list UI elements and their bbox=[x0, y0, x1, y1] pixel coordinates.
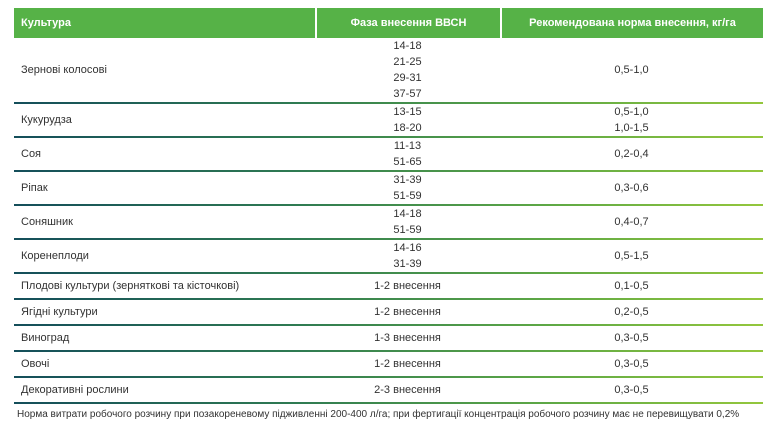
phase-line: 29-31 bbox=[393, 72, 422, 84]
phase-line: 31-39 bbox=[393, 174, 422, 186]
rate-cell: 0,3-0,5 bbox=[500, 356, 763, 372]
row-separator bbox=[14, 170, 763, 172]
phase-cell: 31-39 51-59 bbox=[315, 172, 500, 204]
crop-cell: Зернові колосові bbox=[21, 64, 107, 76]
table-row: Ягідні культури 1-2 внесення 0,2-0,5 bbox=[14, 300, 763, 324]
phase-line: 1-3 внесення bbox=[374, 332, 441, 344]
phase-line: 14-18 bbox=[393, 208, 422, 220]
table-row: Декоративні рослини 2-3 внесення 0,3-0,5 bbox=[14, 378, 763, 402]
phase-line: 21-25 bbox=[393, 56, 422, 68]
crop-cell: Плодові культури (зерняткові та кісточко… bbox=[21, 280, 240, 292]
table-row: Плодові культури (зерняткові та кісточко… bbox=[14, 274, 763, 298]
table-header-row: Культура Фаза внесення ВВСН Рекомендован… bbox=[14, 8, 763, 38]
footnote: Норма витрати робочого розчину при позак… bbox=[17, 409, 740, 420]
rate-line: 0,5-1,5 bbox=[614, 250, 649, 262]
rate-cell: 0,4-0,7 bbox=[500, 214, 763, 230]
column-header-crop: Культура bbox=[21, 17, 71, 29]
phase-cell: 2-3 внесення bbox=[315, 382, 500, 398]
row-separator bbox=[14, 376, 763, 378]
table-row: Коренеплоди 14-16 31-39 0,5-1,5 bbox=[14, 240, 763, 272]
phase-line: 51-59 bbox=[393, 190, 422, 202]
rate-line: 0,2-0,5 bbox=[614, 306, 649, 318]
table-row: Кукурудза 13-15 18-20 0,5-1,0 1,0-1,5 bbox=[14, 104, 763, 136]
crop-cell: Коренеплоди bbox=[21, 250, 89, 262]
phase-line: 14-18 bbox=[393, 40, 422, 52]
crop-cell: Ріпак bbox=[21, 182, 48, 194]
phase-line: 14-16 bbox=[393, 242, 422, 254]
rate-line: 0,3-0,5 bbox=[614, 358, 649, 370]
row-separator bbox=[14, 324, 763, 326]
phase-line: 11-13 bbox=[393, 140, 422, 152]
rate-line: 0,5-1,0 bbox=[614, 106, 649, 118]
row-separator bbox=[14, 102, 763, 104]
phase-cell: 14-18 21-25 29-31 37-57 bbox=[315, 38, 500, 102]
phase-line: 13-15 bbox=[393, 106, 422, 118]
table-row: Зернові колосові 14-18 21-25 29-31 37-57 0,5-… bbox=[14, 38, 763, 102]
phase-line: 1-2 внесення bbox=[374, 280, 441, 292]
phase-line: 18-20 bbox=[393, 122, 422, 134]
row-separator bbox=[14, 238, 763, 240]
application-rates-table: Культура Фаза внесення ВВСН Рекомендован… bbox=[14, 8, 763, 404]
rate-cell: 0,3-0,6 bbox=[500, 180, 763, 196]
row-separator bbox=[14, 204, 763, 206]
phase-line: 1-2 внесення bbox=[374, 358, 441, 370]
rate-line: 0,3-0,6 bbox=[614, 182, 649, 194]
column-header-phase-bbch: Фаза внесення ВВСН bbox=[315, 8, 500, 38]
crop-cell: Соя bbox=[21, 148, 42, 160]
page: Культура Фаза внесення ВВСН Рекомендован… bbox=[0, 8, 777, 437]
rate-line: 0,3-0,5 bbox=[614, 384, 649, 396]
phase-cell: 1-2 внесення bbox=[315, 304, 500, 320]
table-row: Овочі 1-2 внесення 0,3-0,5 bbox=[14, 352, 763, 376]
phase-cell: 11-13 51-65 bbox=[315, 138, 500, 170]
table-row: Ріпак 31-39 51-59 0,3-0,6 bbox=[14, 172, 763, 204]
phase-line: 31-39 bbox=[393, 258, 422, 270]
rate-cell: 0,1-0,5 bbox=[500, 278, 763, 294]
phase-line: 37-57 bbox=[393, 88, 422, 100]
rate-cell: 0,2-0,4 bbox=[500, 146, 763, 162]
rate-line: 0,2-0,4 bbox=[614, 148, 649, 160]
phase-cell: 13-15 18-20 bbox=[315, 104, 500, 136]
row-separator bbox=[14, 402, 763, 404]
column-header-recommended-rate: Рекомендована норма внесення, кг/га bbox=[500, 8, 763, 38]
rate-cell: 0,5-1,5 bbox=[500, 248, 763, 264]
crop-cell: Кукурудза bbox=[21, 114, 72, 126]
rate-cell: 0,2-0,5 bbox=[500, 304, 763, 320]
phase-line: 2-3 внесення bbox=[374, 384, 441, 396]
phase-cell: 1-2 внесення bbox=[315, 356, 500, 372]
phase-cell: 14-18 51-59 bbox=[315, 206, 500, 238]
phase-cell: 1-2 внесення bbox=[315, 278, 500, 294]
rate-cell: 0,5-1,0 1,0-1,5 bbox=[500, 104, 763, 136]
crop-cell: Ягідні культури bbox=[21, 306, 98, 318]
row-separator bbox=[14, 350, 763, 352]
crop-cell: Виноград bbox=[21, 332, 70, 344]
phase-cell: 14-16 31-39 bbox=[315, 240, 500, 272]
rate-cell: 0,5-1,0 bbox=[500, 62, 763, 78]
table-row: Виноград 1-3 внесення 0,3-0,5 bbox=[14, 326, 763, 350]
row-separator bbox=[14, 298, 763, 300]
rate-line: 0,1-0,5 bbox=[614, 280, 649, 292]
rate-line: 1,0-1,5 bbox=[614, 122, 649, 134]
table-row: Соя 11-13 51-65 0,2-0,4 bbox=[14, 138, 763, 170]
table-row: Соняшник 14-18 51-59 0,4-0,7 bbox=[14, 206, 763, 238]
crop-cell: Декоративні рослини bbox=[21, 384, 129, 396]
rate-line: 0,5-1,0 bbox=[614, 64, 649, 76]
table-body: Зернові колосові 14-18 21-25 29-31 37-57 0,5-… bbox=[14, 38, 763, 404]
phase-line: 51-65 bbox=[393, 156, 422, 168]
rate-line: 0,3-0,5 bbox=[614, 332, 649, 344]
phase-line: 1-2 внесення bbox=[374, 306, 441, 318]
rate-cell: 0,3-0,5 bbox=[500, 382, 763, 398]
phase-cell: 1-3 внесення bbox=[315, 330, 500, 346]
rate-cell: 0,3-0,5 bbox=[500, 330, 763, 346]
phase-line: 51-59 bbox=[393, 224, 422, 236]
crop-cell: Овочі bbox=[21, 358, 50, 370]
rate-line: 0,4-0,7 bbox=[614, 216, 649, 228]
row-separator bbox=[14, 136, 763, 138]
row-separator bbox=[14, 272, 763, 274]
crop-cell: Соняшник bbox=[21, 216, 73, 228]
